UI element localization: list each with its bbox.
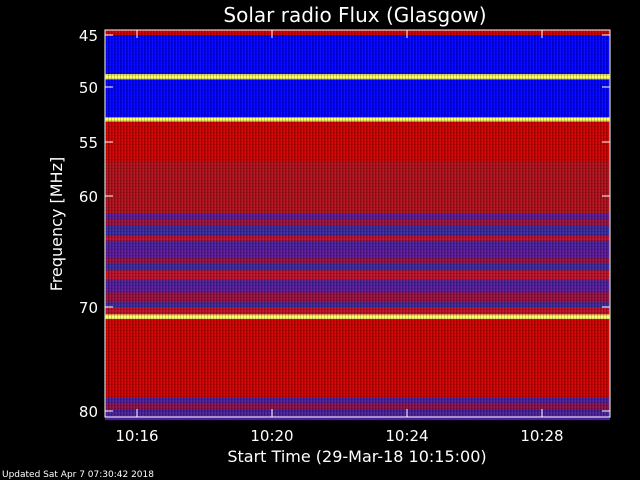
chart-title: Solar radio Flux (Glasgow): [223, 3, 486, 27]
x-axis: 10:16 10:20 10:24 10:28: [115, 30, 564, 445]
x-tick-label: 10:24: [385, 427, 428, 445]
x-tick-label: 10:16: [115, 427, 158, 445]
x-tick-label: 10:28: [520, 427, 563, 445]
texture-overlay-h: [105, 30, 610, 417]
y-axis: 45 50 55 60 70 80: [79, 27, 610, 421]
plot-area: [104, 29, 611, 421]
x-axis-label: Start Time (29-Mar-18 10:15:00): [227, 447, 486, 466]
y-axis-label: Frequency [MHz]: [47, 157, 66, 291]
updated-timestamp: Updated Sat Apr 7 07:30:42 2018: [2, 470, 154, 480]
y-tick-label: 70: [79, 299, 98, 317]
y-tick-label: 80: [79, 403, 98, 421]
y-tick-label: 45: [79, 27, 98, 45]
y-tick-label: 55: [79, 134, 98, 152]
y-tick-label: 60: [79, 188, 98, 206]
x-tick-label: 10:20: [250, 427, 293, 445]
y-tick-label: 50: [79, 79, 98, 97]
plot-frame: [104, 29, 611, 418]
